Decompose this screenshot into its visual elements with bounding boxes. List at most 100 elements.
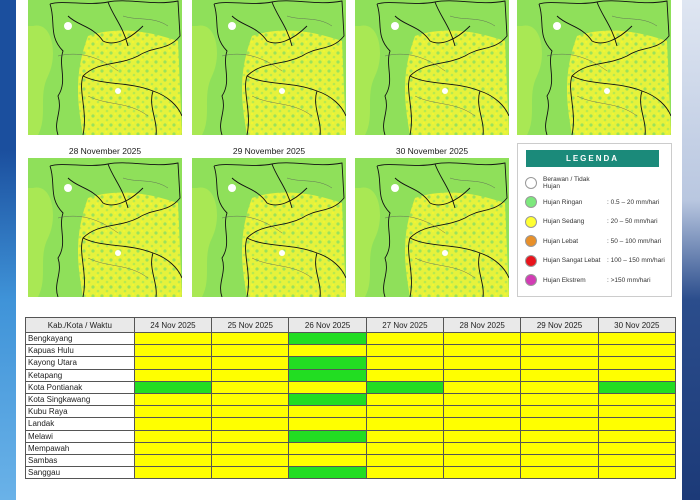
- forecast-cell: [520, 405, 599, 419]
- table-row: Bengkayang: [25, 331, 677, 346]
- legend: LEGENDA Berawan / Tidak Hujan Hujan Ringa…: [517, 143, 672, 297]
- forecast-cell: [133, 429, 213, 443]
- region-name: Kapuas Hulu: [25, 344, 135, 358]
- forecast-cell: [288, 331, 367, 346]
- region-name: Landak: [25, 417, 135, 431]
- forecast-map: [28, 158, 182, 297]
- header-cell: Kab./Kota / Waktu: [25, 317, 135, 333]
- forecast-cell: [365, 368, 445, 382]
- header-cell: 30 Nov 2025: [597, 317, 677, 333]
- forecast-cell: [133, 331, 213, 346]
- forecast-cell: [133, 441, 213, 455]
- table-row: Landak: [25, 417, 677, 431]
- map-title: 28 November 2025: [68, 146, 142, 156]
- header-cell: 28 Nov 2025: [443, 317, 522, 333]
- forecast-cell: [288, 380, 367, 394]
- region-name: Ketapang: [25, 368, 135, 382]
- header-cell: 27 Nov 2025: [365, 317, 445, 333]
- region-name: Melawi: [25, 429, 135, 443]
- table-row: Sambas: [25, 453, 677, 468]
- forecast-cell: [443, 368, 522, 382]
- forecast-cell: [211, 331, 290, 346]
- forecast-cell: [133, 453, 213, 468]
- forecast-cell: [133, 392, 213, 407]
- forecast-cell: [443, 453, 522, 468]
- legend-swatch: [525, 215, 537, 228]
- table-row: Mempawah: [25, 441, 677, 455]
- forecast-cell: [211, 380, 290, 394]
- region-name: Sambas: [25, 453, 135, 468]
- forecast-cell: [211, 466, 290, 480]
- forecast-cell: [597, 417, 677, 431]
- side-stripe: [682, 0, 700, 500]
- forecast-cell: [365, 441, 445, 455]
- forecast-cell: [133, 405, 213, 419]
- legend-label: Hujan Sedang: [543, 218, 585, 226]
- map-title: 29 November 2025: [232, 146, 306, 156]
- forecast-cell: [365, 429, 445, 443]
- region-name: Kota Pontianak: [25, 380, 135, 394]
- forecast-map: [517, 0, 671, 135]
- forecast-map: [355, 158, 509, 297]
- forecast-cell: [365, 344, 445, 358]
- legend-title: LEGENDA: [526, 150, 659, 167]
- forecast-cell: [365, 417, 445, 431]
- forecast-cell: [597, 441, 677, 455]
- forecast-cell: [597, 392, 677, 407]
- forecast-cell: [520, 466, 599, 480]
- legend-item: Berawan / Tidak Hujan: [518, 173, 671, 193]
- forecast-cell: [443, 441, 522, 455]
- forecast-cell: [597, 356, 677, 370]
- forecast-cell: [133, 417, 213, 431]
- forecast-cell: [288, 466, 367, 480]
- legend-range: : 100 – 150 mm/hari: [607, 257, 665, 265]
- forecast-cell: [597, 453, 677, 468]
- table-row: Kayong Utara: [25, 356, 677, 370]
- region-name: Kayong Utara: [25, 356, 135, 370]
- legend-label: Hujan Ekstrem: [543, 276, 586, 284]
- forecast-cell: [597, 331, 677, 346]
- legend-label: Hujan Ringan: [543, 198, 583, 206]
- forecast-cell: [520, 356, 599, 370]
- map-title: 30 November 2025: [395, 146, 469, 156]
- table-row: Kubu Raya: [25, 405, 677, 419]
- forecast-cell: [211, 368, 290, 382]
- forecast-cell: [133, 356, 213, 370]
- table-row: Melawi: [25, 429, 677, 443]
- forecast-cell: [443, 331, 522, 346]
- header-cell: 25 Nov 2025: [211, 317, 290, 333]
- legend-swatch: [525, 254, 537, 267]
- forecast-cell: [365, 453, 445, 468]
- legend-range: : 0.5 – 20 mm/hari: [607, 198, 660, 206]
- forecast-cell: [211, 356, 290, 370]
- legend-item: Hujan Lebat: 50 – 100 mm/hari: [518, 232, 671, 252]
- legend-swatch: [525, 196, 537, 209]
- forecast-cell: [443, 429, 522, 443]
- forecast-cell: [443, 405, 522, 419]
- forecast-cell: [365, 380, 445, 394]
- forecast-cell: [443, 392, 522, 407]
- region-name: Kota Singkawang: [25, 392, 135, 407]
- region-name: Sanggau: [25, 466, 135, 480]
- forecast-cell: [520, 331, 599, 346]
- forecast-cell: [365, 392, 445, 407]
- header-cell: 26 Nov 2025: [288, 317, 367, 333]
- forecast-cell: [288, 453, 367, 468]
- forecast-cell: [288, 344, 367, 358]
- forecast-cell: [597, 368, 677, 382]
- forecast-cell: [365, 331, 445, 346]
- legend-item: Hujan Ringan : 0.5 – 20 mm/hari: [518, 193, 671, 213]
- forecast-cell: [211, 344, 290, 358]
- table-header: Kab./Kota / Waktu 24 Nov 2025 25 Nov 2025 2…: [25, 317, 677, 333]
- region-name: Bengkayang: [25, 331, 135, 346]
- forecast-cell: [597, 466, 677, 480]
- forecast-cell: [288, 405, 367, 419]
- forecast-cell: [443, 344, 522, 358]
- forecast-cell: [211, 392, 290, 407]
- legend-swatch: [525, 176, 537, 189]
- forecast-cell: [443, 466, 522, 480]
- forecast-cell: [597, 405, 677, 419]
- forecast-cell: [133, 380, 213, 394]
- forecast-cell: [288, 429, 367, 443]
- forecast-cell: [597, 344, 677, 358]
